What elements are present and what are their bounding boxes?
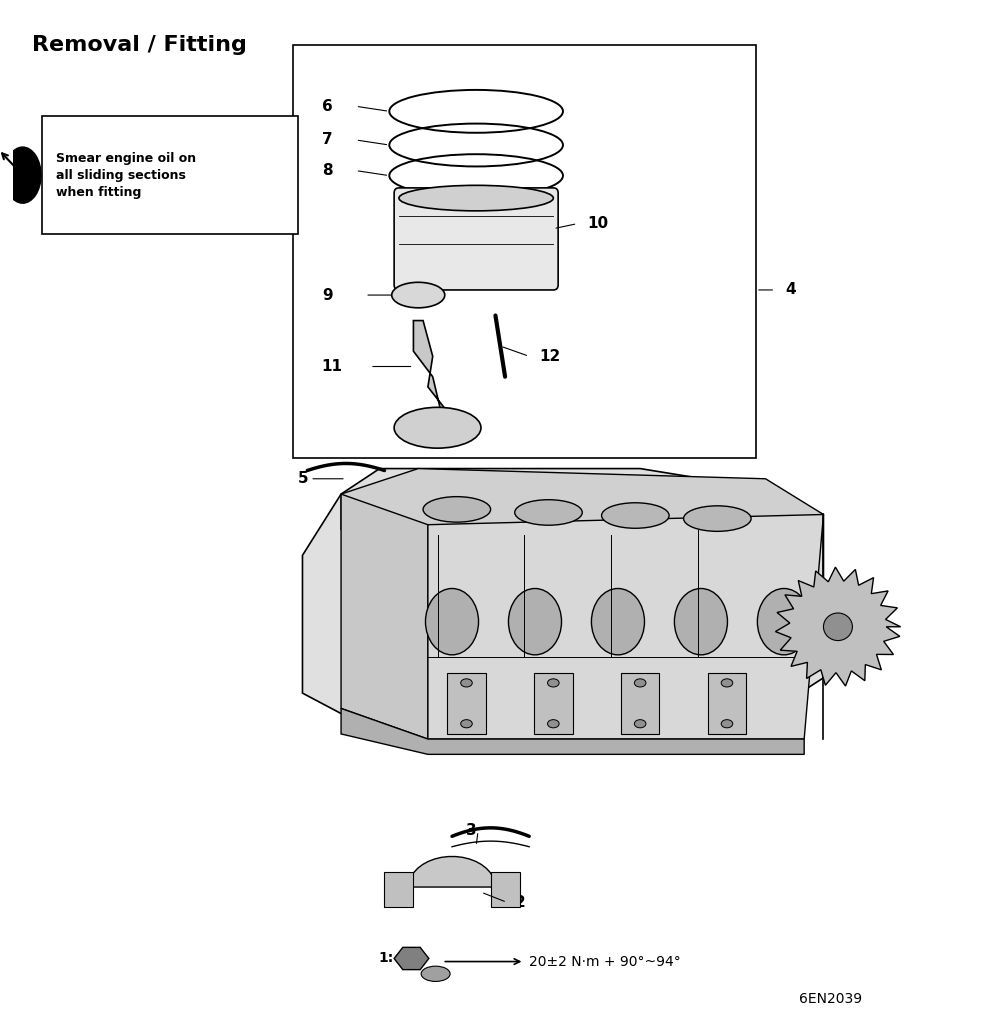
Ellipse shape [634, 679, 646, 687]
Bar [491, 872, 519, 908]
Bar [42, 116, 298, 234]
Text: 6: 6 [322, 99, 333, 114]
Ellipse shape [399, 185, 553, 211]
Polygon shape [776, 567, 900, 686]
Ellipse shape [721, 719, 733, 728]
Text: 4: 4 [785, 282, 795, 297]
Bar [708, 673, 746, 734]
Text: 10: 10 [587, 216, 608, 232]
Ellipse shape [423, 497, 491, 522]
Bar [621, 673, 660, 734]
Ellipse shape [392, 282, 445, 308]
PathPatch shape [428, 514, 824, 739]
Ellipse shape [509, 589, 562, 654]
Ellipse shape [757, 589, 810, 654]
Ellipse shape [602, 503, 669, 528]
Text: 1:: 1: [379, 952, 394, 965]
PathPatch shape [341, 494, 428, 739]
Text: 3: 3 [466, 823, 477, 839]
Text: 20±2 N·m + 90°~94°: 20±2 N·m + 90°~94° [529, 955, 681, 968]
Ellipse shape [425, 589, 478, 654]
Text: 7: 7 [322, 133, 332, 147]
Text: 11: 11 [322, 359, 343, 374]
FancyBboxPatch shape [394, 188, 558, 290]
Text: Smear engine oil on
all sliding sections
when fitting: Smear engine oil on all sliding sections… [56, 151, 196, 199]
Text: 2: 2 [515, 895, 525, 910]
Text: 6EN2039: 6EN2039 [799, 992, 862, 1006]
Ellipse shape [421, 966, 450, 982]
Ellipse shape [683, 506, 751, 531]
Text: 9: 9 [322, 287, 332, 303]
Ellipse shape [548, 679, 559, 687]
Ellipse shape [4, 147, 41, 203]
PathPatch shape [341, 708, 804, 754]
Ellipse shape [548, 719, 559, 728]
Text: 8: 8 [322, 163, 332, 178]
Ellipse shape [461, 719, 472, 728]
Bar [534, 673, 573, 734]
Ellipse shape [461, 679, 472, 687]
Polygon shape [394, 948, 429, 969]
Text: 12: 12 [539, 349, 560, 364]
Bar [447, 673, 486, 734]
Ellipse shape [515, 500, 582, 525]
Ellipse shape [591, 589, 644, 654]
Ellipse shape [394, 407, 481, 449]
Polygon shape [409, 856, 496, 887]
Bar [385, 872, 413, 908]
Ellipse shape [675, 589, 728, 654]
PathPatch shape [302, 468, 824, 749]
Ellipse shape [824, 613, 852, 640]
Text: 5: 5 [298, 471, 308, 487]
Bar [293, 45, 756, 458]
PathPatch shape [341, 468, 824, 540]
Text: Removal / Fitting: Removal / Fitting [32, 35, 247, 55]
Polygon shape [413, 321, 452, 418]
Ellipse shape [634, 719, 646, 728]
Ellipse shape [721, 679, 733, 687]
